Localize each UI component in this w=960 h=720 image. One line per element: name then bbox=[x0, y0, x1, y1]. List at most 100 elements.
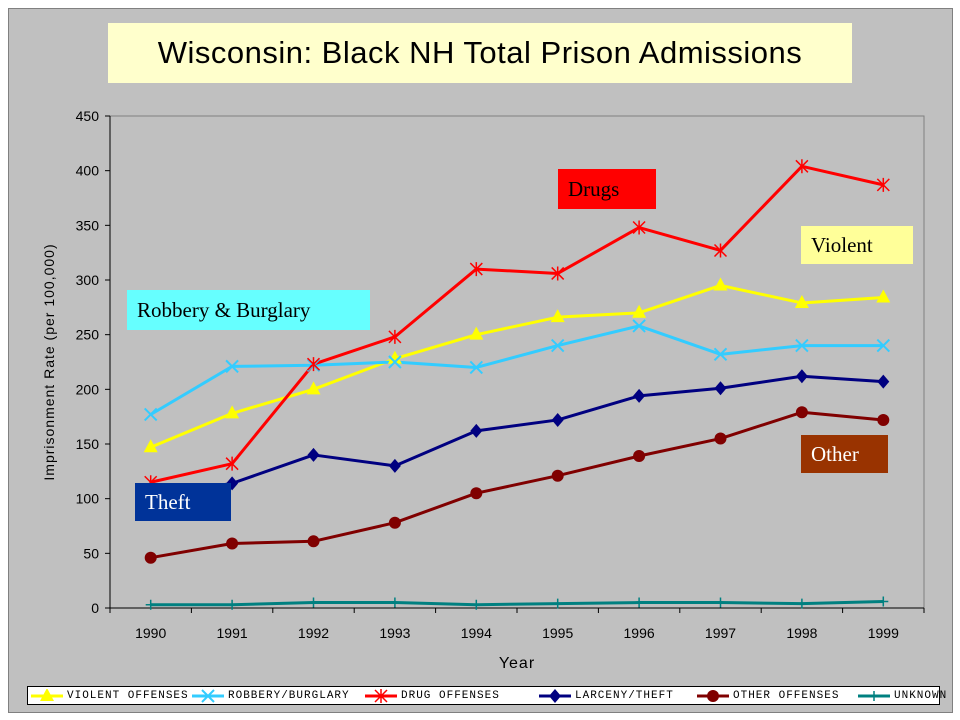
data-point-drug-offenses bbox=[306, 357, 321, 372]
data-point-unknown bbox=[145, 599, 156, 610]
drugs-label: Drugs bbox=[558, 169, 656, 209]
data-point-unknown bbox=[878, 596, 889, 607]
violent-label: Violent bbox=[801, 226, 913, 264]
theft-label: Theft bbox=[135, 483, 231, 521]
series-line-robbery-burglary bbox=[149, 324, 884, 416]
other-label: Other bbox=[801, 435, 888, 473]
data-point-violent-offenses bbox=[876, 289, 891, 303]
data-point-other-offenses bbox=[795, 406, 808, 419]
data-point-unknown bbox=[796, 598, 807, 609]
series-line-violent-offenses bbox=[150, 283, 884, 449]
x-tick-label: 1999 bbox=[868, 625, 899, 641]
data-point-larceny-theft bbox=[307, 447, 320, 462]
legend-swatch-marker bbox=[549, 688, 561, 703]
data-point-larceny-theft bbox=[633, 388, 646, 403]
data-point-violent-offenses bbox=[469, 326, 484, 340]
data-point-robbery-burglary bbox=[713, 347, 728, 362]
legend-label: LARCENY/THEFT bbox=[575, 689, 674, 702]
data-point-drug-offenses bbox=[795, 159, 809, 174]
legend-item-unknown: UNKNOWN bbox=[857, 687, 947, 704]
data-point-robbery-burglary bbox=[795, 338, 809, 353]
legend-swatch-marker bbox=[707, 689, 719, 702]
series-line-drug-offenses bbox=[150, 164, 884, 484]
x-tick-label: 1990 bbox=[135, 625, 166, 641]
legend-label: ROBBERY/BURGLARY bbox=[228, 689, 350, 702]
data-point-violent-offenses bbox=[713, 277, 728, 291]
x-tick-label: 1996 bbox=[624, 625, 655, 641]
x-tick-label: 1995 bbox=[542, 625, 573, 641]
data-point-other-offenses bbox=[551, 469, 564, 482]
data-point-violent-offenses bbox=[306, 381, 321, 395]
legend-label: OTHER OFFENSES bbox=[733, 689, 840, 702]
x-tick-label: 1992 bbox=[298, 625, 329, 641]
data-point-other-offenses bbox=[144, 551, 157, 564]
data-point-drug-offenses bbox=[551, 266, 565, 281]
data-point-robbery-burglary bbox=[632, 319, 646, 333]
plot-area bbox=[109, 115, 925, 609]
legend-item-drug-offenses: DRUG OFFENSES bbox=[364, 687, 500, 704]
y-tick-label: 300 bbox=[76, 272, 100, 288]
data-point-unknown bbox=[552, 598, 563, 609]
x-tick-label: 1998 bbox=[786, 625, 817, 641]
data-point-drug-offenses bbox=[876, 177, 890, 192]
series-line-other-offenses bbox=[150, 410, 884, 560]
legend: VIOLENT OFFENSES ROBBERY/BURGLARY DRUG OFF… bbox=[27, 686, 946, 705]
data-point-unknown bbox=[308, 597, 319, 608]
data-point-violent-offenses bbox=[632, 304, 647, 318]
data-point-larceny-theft bbox=[714, 381, 727, 396]
y-tick-label: 50 bbox=[83, 545, 99, 561]
data-point-violent-offenses bbox=[225, 405, 240, 419]
data-point-other-offenses bbox=[307, 535, 320, 548]
data-point-unknown bbox=[471, 599, 482, 610]
legend-swatch-drug-offenses bbox=[365, 688, 397, 703]
data-point-unknown bbox=[634, 597, 645, 608]
data-point-violent-offenses bbox=[794, 294, 809, 308]
legend-item-violent-offenses: VIOLENT OFFENSES bbox=[30, 687, 189, 704]
data-point-robbery-burglary bbox=[469, 360, 484, 375]
series-line-unknown bbox=[150, 599, 884, 607]
y-tick-label: 400 bbox=[76, 163, 100, 179]
legend-item-larceny-theft: LARCENY/THEFT bbox=[538, 687, 674, 704]
legend-swatch-other-offenses bbox=[697, 689, 729, 702]
data-point-drug-offenses bbox=[469, 262, 483, 277]
legend-item-other-offenses: OTHER OFFENSES bbox=[696, 687, 839, 704]
data-point-drug-offenses bbox=[713, 243, 728, 258]
legend-swatch-marker bbox=[869, 690, 879, 701]
data-point-robbery-burglary bbox=[876, 338, 891, 353]
chart-title: Wisconsin: Black NH Total Prison Admissi… bbox=[108, 23, 852, 83]
data-point-larceny-theft bbox=[877, 374, 890, 389]
data-point-larceny-theft bbox=[470, 423, 483, 438]
y-tick-label: 350 bbox=[76, 217, 100, 233]
y-tick-label: 0 bbox=[91, 600, 99, 616]
data-point-other-offenses bbox=[714, 432, 727, 445]
x-axis-label: Year bbox=[499, 655, 535, 672]
data-point-robbery-burglary bbox=[550, 338, 565, 353]
data-point-violent-offenses bbox=[387, 350, 402, 364]
legend-swatch-larceny-theft bbox=[539, 688, 571, 703]
data-point-unknown bbox=[715, 597, 726, 608]
legend-swatch-marker bbox=[40, 688, 54, 701]
legend-swatch-unknown bbox=[858, 690, 890, 701]
legend-label: UNKNOWN bbox=[894, 689, 948, 702]
legend-swatch-violent-offenses bbox=[31, 688, 63, 701]
y-tick-label: 450 bbox=[76, 108, 100, 124]
x-tick-label: 1997 bbox=[705, 625, 736, 641]
data-point-other-offenses bbox=[388, 516, 401, 529]
data-point-drug-offenses bbox=[225, 456, 239, 471]
data-point-violent-offenses bbox=[143, 439, 158, 453]
data-point-drug-offenses bbox=[388, 329, 402, 344]
x-tick-label: 1994 bbox=[461, 625, 492, 641]
data-point-larceny-theft bbox=[795, 369, 808, 384]
data-point-violent-offenses bbox=[550, 309, 565, 323]
y-tick-label: 250 bbox=[76, 327, 100, 343]
data-point-robbery-burglary bbox=[388, 355, 402, 369]
data-point-other-offenses bbox=[877, 413, 890, 426]
data-point-other-offenses bbox=[470, 487, 483, 500]
y-tick-label: 100 bbox=[76, 491, 100, 507]
x-tick-label: 1993 bbox=[379, 625, 410, 641]
data-point-other-offenses bbox=[226, 537, 239, 550]
series-line-larceny-theft bbox=[150, 374, 884, 498]
legend-swatch-robbery-burglary bbox=[192, 688, 224, 703]
data-point-larceny-theft bbox=[388, 458, 401, 473]
